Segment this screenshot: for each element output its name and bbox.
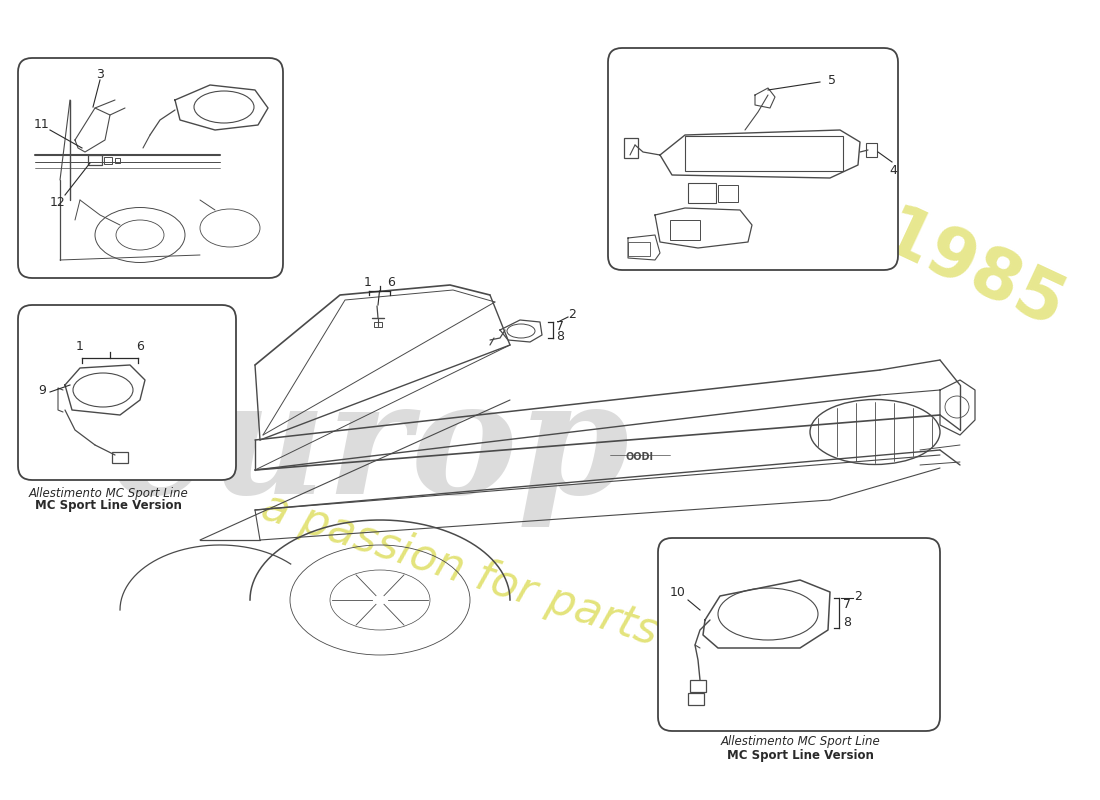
Bar <box>685 136 843 171</box>
Text: Allestimento MC Sport Line: Allestimento MC Sport Line <box>29 486 188 499</box>
FancyBboxPatch shape <box>18 58 283 278</box>
Text: a passion for parts: a passion for parts <box>256 486 664 654</box>
Text: 4: 4 <box>889 163 896 177</box>
Text: 2: 2 <box>854 590 862 602</box>
Text: Allestimento MC Sport Line: Allestimento MC Sport Line <box>720 735 880 749</box>
Text: 3: 3 <box>96 67 103 81</box>
Text: 5: 5 <box>828 74 836 86</box>
Text: MC Sport Line Version: MC Sport Line Version <box>727 750 873 762</box>
FancyBboxPatch shape <box>18 305 236 480</box>
FancyBboxPatch shape <box>658 538 940 731</box>
Text: europ: europ <box>110 373 630 527</box>
Bar <box>374 322 382 327</box>
Bar <box>670 220 700 240</box>
Bar <box>690 680 706 692</box>
Text: 2: 2 <box>568 309 576 322</box>
Text: MC Sport Line Version: MC Sport Line Version <box>34 498 182 511</box>
Text: OODI: OODI <box>626 452 654 462</box>
Text: 1: 1 <box>76 339 84 353</box>
Bar <box>88 155 102 165</box>
Text: 1: 1 <box>364 275 372 289</box>
Text: 8: 8 <box>556 330 564 342</box>
Text: since 1985: since 1985 <box>666 101 1075 339</box>
Bar <box>628 242 650 256</box>
Text: 11: 11 <box>34 118 50 131</box>
Bar <box>688 183 716 203</box>
Bar <box>624 138 638 158</box>
FancyBboxPatch shape <box>608 48 898 270</box>
Text: 6: 6 <box>387 275 395 289</box>
Text: 7: 7 <box>843 598 851 610</box>
Bar <box>718 185 738 202</box>
Text: 8: 8 <box>843 615 851 629</box>
Text: 7: 7 <box>556 319 564 333</box>
Bar <box>866 143 877 157</box>
Text: 10: 10 <box>670 586 686 599</box>
Bar <box>104 157 112 164</box>
Text: 6: 6 <box>136 339 144 353</box>
Text: 9: 9 <box>39 383 46 397</box>
Text: 12: 12 <box>51 195 66 209</box>
Bar <box>688 693 704 705</box>
Bar <box>116 158 120 163</box>
Bar <box>112 452 128 463</box>
